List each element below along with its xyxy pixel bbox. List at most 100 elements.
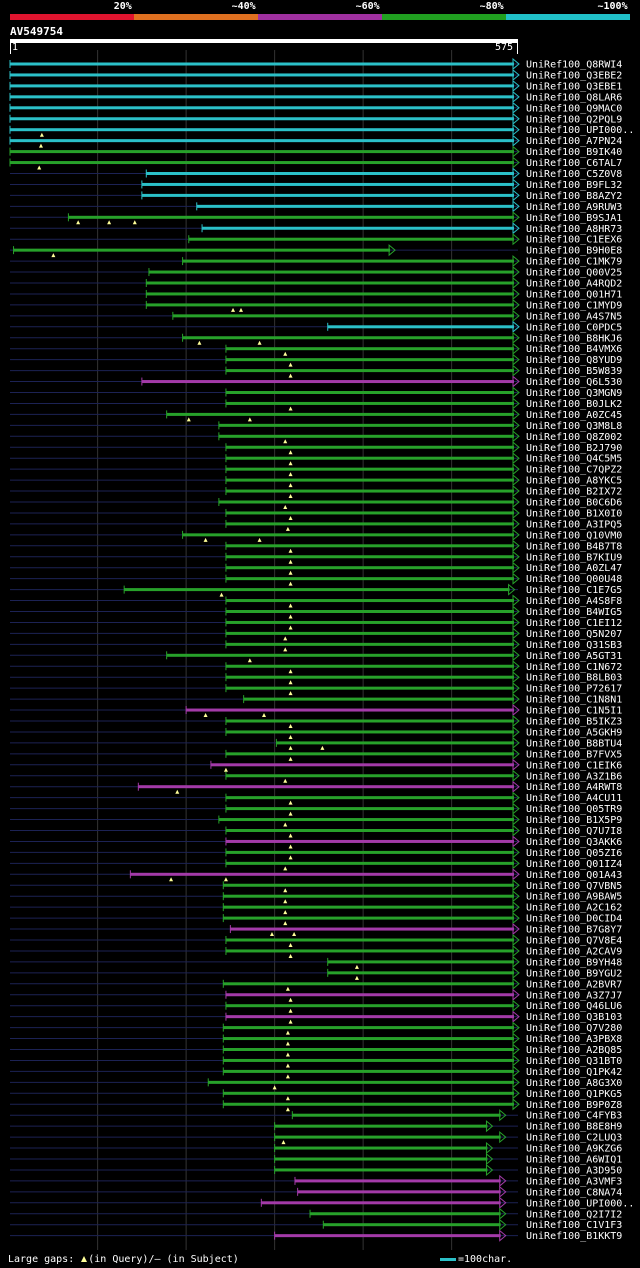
hit-label: UniRef100_C0PDC5 xyxy=(526,322,622,333)
hit-label: UniRef100_A4S8F8 xyxy=(526,596,622,607)
hit-end-arrow-icon xyxy=(499,1185,507,1198)
query-gap-triangle-icon xyxy=(285,1096,290,1101)
hit-label: UniRef100_Q3M8L8 xyxy=(526,421,622,432)
hit-end-arrow-icon xyxy=(485,1163,494,1177)
hit-label: UniRef100_B4B7T8 xyxy=(526,541,622,552)
query-gap-triangle-icon xyxy=(288,515,293,520)
query-gap-triangle-icon xyxy=(283,899,288,904)
hit-end-arrow-icon xyxy=(512,802,520,815)
query-gap-triangle-icon xyxy=(288,603,293,608)
color-key-bar xyxy=(258,14,382,20)
hit-label: UniRef100_A0ZC45 xyxy=(526,410,622,421)
hit-bar xyxy=(10,73,514,77)
hit-end-arrow-icon xyxy=(512,703,520,717)
hit-end-arrow-icon xyxy=(512,495,520,509)
query-gap-triangle-icon xyxy=(288,734,293,739)
hit-end-arrow-icon xyxy=(512,561,520,574)
query-gap-triangle-icon xyxy=(238,307,243,312)
query-gap-triangle-icon xyxy=(283,866,288,871)
hit-label: UniRef100_B9IK40 xyxy=(526,147,622,158)
hit-label: UniRef100_Q8Z002 xyxy=(526,432,622,443)
hit-label: UniRef100_Q00V25 xyxy=(526,268,622,279)
hit-bar xyxy=(196,204,514,208)
hit-label: UniRef100_A2BQ85 xyxy=(526,1045,622,1056)
query-gap-triangle-icon xyxy=(283,439,288,444)
hit-end-arrow-icon xyxy=(512,452,520,465)
hit-bar xyxy=(225,489,514,493)
hit-label: UniRef100_A8HR73 xyxy=(526,224,622,235)
query-gap-triangle-icon xyxy=(285,1063,290,1068)
hit-end-arrow-icon xyxy=(512,977,520,990)
hit-end-arrow-icon xyxy=(512,955,520,968)
scale-bar xyxy=(440,1257,456,1261)
hit-end-arrow-icon xyxy=(512,298,520,311)
hit-bar xyxy=(225,599,514,603)
hit-bar xyxy=(225,478,514,482)
query-gap-triangle-icon xyxy=(257,340,262,345)
query-gap-triangle-icon xyxy=(288,559,293,564)
query-gap-triangle-icon xyxy=(107,220,112,225)
hit-bar xyxy=(10,161,514,165)
hit-label: UniRef100_B9P0Z8 xyxy=(526,1100,622,1111)
query-gap-triangle-icon xyxy=(288,450,293,455)
hit-bar xyxy=(225,1015,514,1019)
hit-bar xyxy=(225,391,514,394)
query-gap-triangle-icon xyxy=(288,494,293,499)
hit-bar xyxy=(225,555,514,559)
hit-bar xyxy=(225,752,514,756)
hit-bar xyxy=(172,314,514,318)
hit-bar xyxy=(225,807,514,811)
query-gap-triangle-icon xyxy=(288,406,293,411)
hit-label: UniRef100_Q05TR9 xyxy=(526,804,622,815)
hit-label: UniRef100_UPI000.. xyxy=(526,1198,634,1209)
query-gap-triangle-icon xyxy=(285,1041,290,1046)
hit-bar xyxy=(225,467,514,471)
query-gap-triangle-icon xyxy=(283,822,288,827)
hit-end-arrow-icon xyxy=(512,397,520,410)
hit-end-arrow-icon xyxy=(512,353,520,366)
hit-label: UniRef100_Q31SB3 xyxy=(526,640,622,651)
hit-end-arrow-icon xyxy=(512,1087,520,1100)
query-gap-triangle-icon xyxy=(285,1030,290,1035)
hit-end-arrow-icon xyxy=(512,255,520,268)
ruler-start-label: 1 xyxy=(12,42,19,53)
hit-bar xyxy=(225,522,514,526)
hit-end-arrow-icon xyxy=(512,134,520,147)
hit-label: UniRef100_A2BVR7 xyxy=(526,979,622,990)
hit-label: UniRef100_Q7V8E4 xyxy=(526,936,622,947)
hit-label: UniRef100_B1X5P9 xyxy=(526,815,622,826)
hit-label: UniRef100_B8HKJ6 xyxy=(526,333,622,344)
hit-end-arrow-icon xyxy=(512,1043,520,1056)
hit-bar xyxy=(327,971,514,975)
query-gap-triangle-icon xyxy=(283,505,288,509)
hit-bar xyxy=(225,1004,514,1008)
hit-label: UniRef100_B8E8H9 xyxy=(526,1122,622,1133)
query-gap-triangle-icon xyxy=(288,373,293,378)
hit-label: UniRef100_A8YKC5 xyxy=(526,476,622,487)
query-gap-triangle-icon xyxy=(283,921,288,926)
hit-bar xyxy=(243,697,514,701)
scale-note: =100char. xyxy=(458,1254,513,1265)
hit-bar xyxy=(10,117,514,121)
hit-end-arrow-icon xyxy=(512,189,520,202)
hit-end-arrow-icon xyxy=(512,265,520,279)
hit-bar xyxy=(225,774,514,778)
color-key-label: ~100% xyxy=(597,1,628,12)
hit-end-arrow-icon xyxy=(499,1196,507,1209)
query-gap-triangle-icon xyxy=(288,472,293,477)
hit-end-arrow-icon xyxy=(512,999,520,1012)
hit-end-arrow-icon xyxy=(512,649,520,662)
hit-end-arrow-icon xyxy=(512,441,520,454)
hit-end-arrow-icon xyxy=(512,791,520,804)
legend-prefix: Large gaps: xyxy=(8,1254,81,1265)
hit-bar xyxy=(186,708,514,712)
hit-label: UniRef100_B5IKZ3 xyxy=(526,717,622,728)
hit-bar xyxy=(225,401,514,405)
hit-end-arrow-icon xyxy=(508,583,516,596)
query-gap-triangle-icon xyxy=(37,165,42,170)
hit-end-arrow-icon xyxy=(512,922,520,936)
hit-bar xyxy=(208,1080,514,1084)
hit-bar xyxy=(223,1048,515,1051)
hit-label: UniRef100_Q31BT0 xyxy=(526,1056,622,1067)
hit-bar xyxy=(202,226,515,230)
